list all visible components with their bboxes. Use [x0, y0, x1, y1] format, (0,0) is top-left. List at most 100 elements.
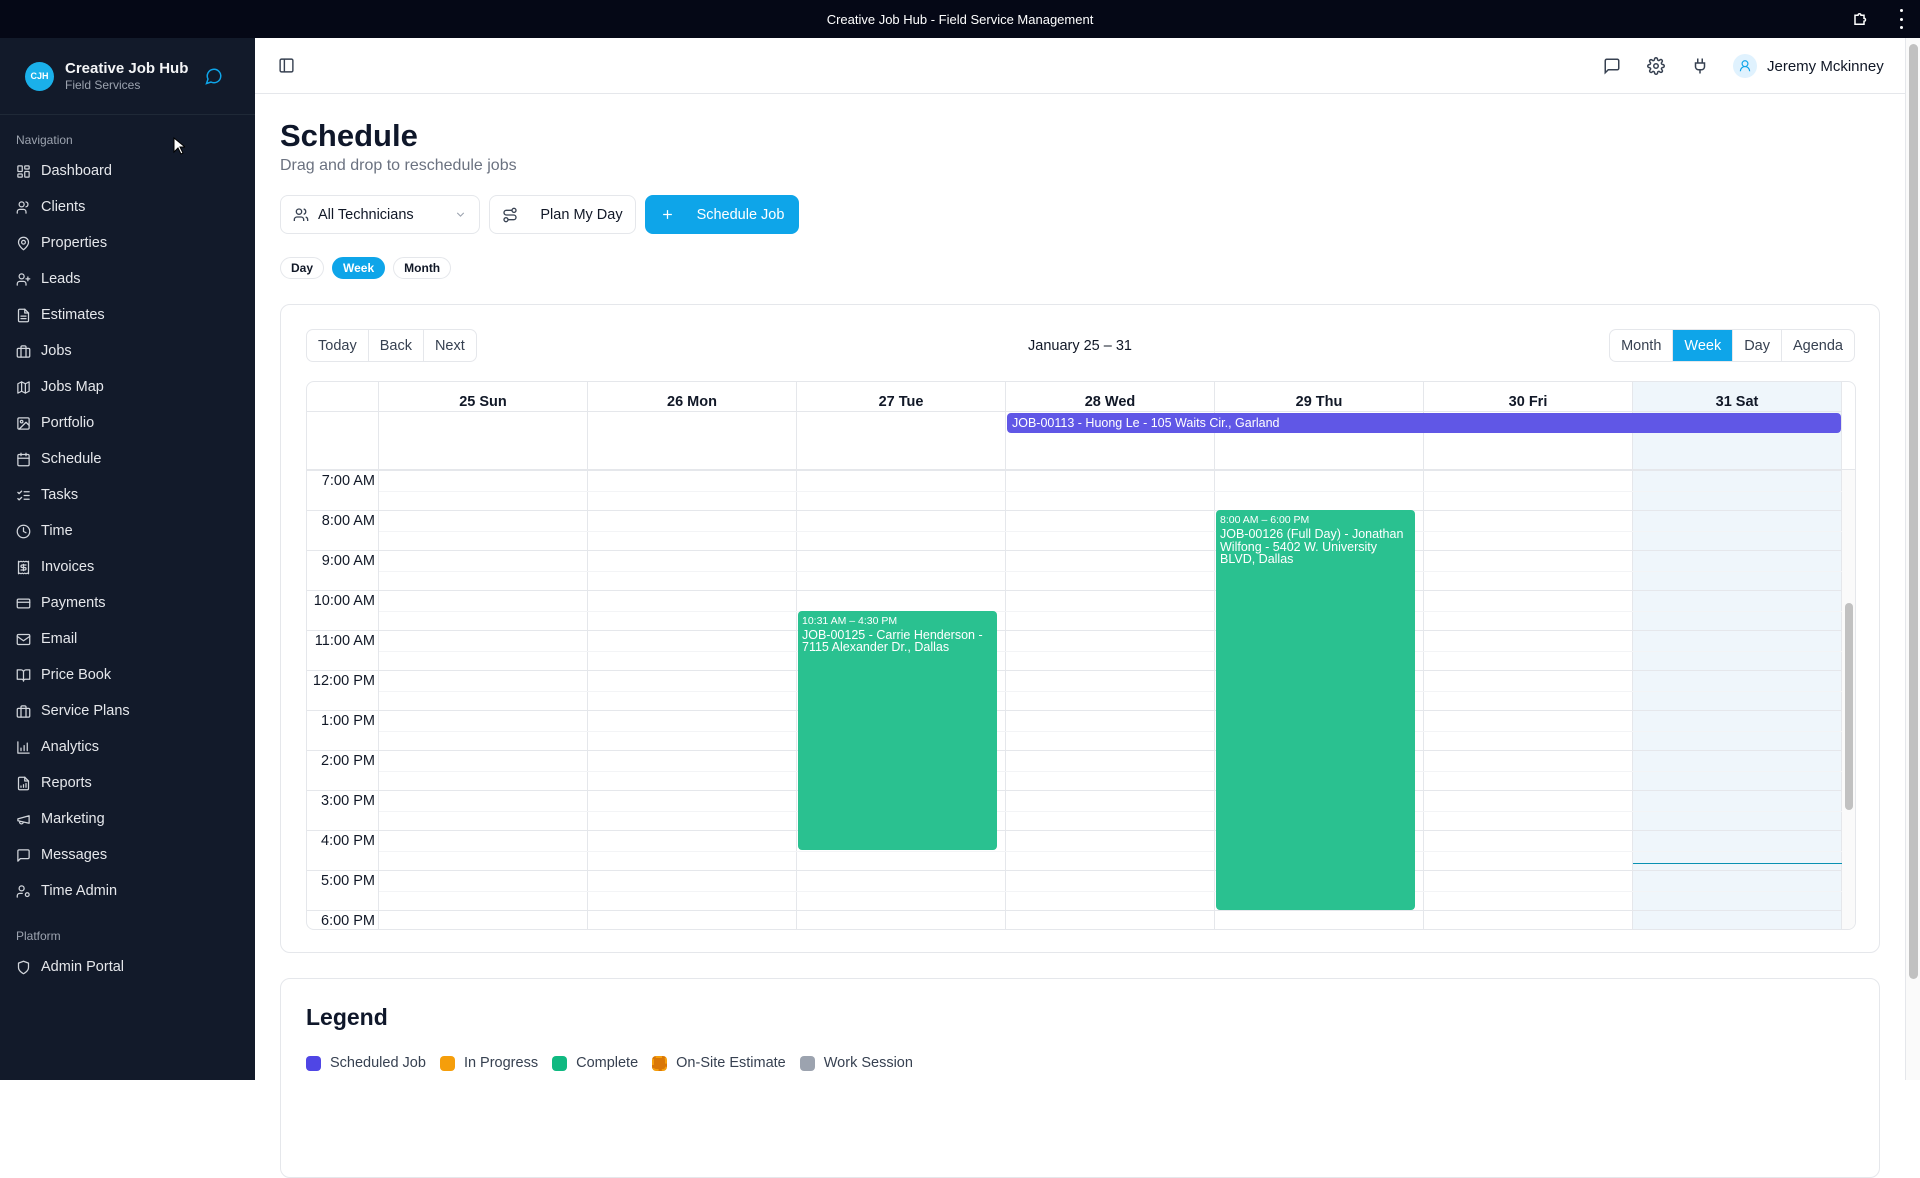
- view-month-button[interactable]: Month: [1610, 330, 1674, 361]
- day-column[interactable]: [1633, 470, 1842, 929]
- today-button[interactable]: Today: [307, 330, 369, 361]
- sidebar-item-clients[interactable]: Clients: [0, 189, 255, 225]
- sidebar-item-leads[interactable]: Leads: [0, 261, 255, 297]
- hour-row: 5:00 PM: [307, 870, 1842, 910]
- sidebar-item-reports[interactable]: Reports: [0, 765, 255, 801]
- all-day-cell[interactable]: [1006, 412, 1215, 469]
- calendar-event[interactable]: 8:00 AM – 6:00 PM JOB-00126 (Full Day) - …: [1216, 510, 1415, 910]
- all-day-cell[interactable]: [379, 412, 588, 469]
- sidebar-item-analytics[interactable]: Analytics: [0, 729, 255, 765]
- sidebar-item-properties[interactable]: Properties: [0, 225, 255, 261]
- hour-row: 8:00 AM: [307, 510, 1842, 550]
- extensions-icon[interactable]: [1852, 10, 1870, 28]
- day-header[interactable]: 28 Wed: [1006, 382, 1215, 412]
- sidebar-item-label: Reports: [41, 775, 92, 791]
- day-column[interactable]: [1424, 470, 1633, 929]
- legend-swatch: [799, 1055, 815, 1071]
- list-checks-icon: [17, 490, 30, 500]
- bar-chart-icon: [17, 740, 30, 754]
- sidebar-item-payments[interactable]: Payments: [0, 585, 255, 621]
- all-day-cell[interactable]: [1424, 412, 1633, 469]
- top-header: Jeremy Mckinney: [255, 38, 1905, 94]
- day-column[interactable]: [1006, 470, 1215, 929]
- user-menu[interactable]: Jeremy Mckinney: [1733, 48, 1884, 84]
- sidebar-item-email[interactable]: Email: [0, 621, 255, 657]
- brand[interactable]: CJH Creative Job Hub Field Services: [0, 38, 255, 115]
- message-square-icon[interactable]: [1603, 57, 1621, 75]
- day-header[interactable]: 27 Tue: [797, 382, 1006, 412]
- legend-label: Scheduled Job: [330, 1055, 426, 1071]
- technician-select[interactable]: All Technicians: [280, 195, 480, 234]
- day-column[interactable]: [588, 470, 797, 929]
- chevron-down-icon: [456, 212, 465, 217]
- day-header[interactable]: 26 Mon: [588, 382, 797, 412]
- sidebar-item-admin-portal[interactable]: Admin Portal: [0, 949, 255, 985]
- sidebar-item-tasks[interactable]: Tasks: [0, 477, 255, 513]
- day-column[interactable]: [797, 470, 1006, 929]
- all-day-cell[interactable]: [588, 412, 797, 469]
- legend-swatch: [306, 1055, 321, 1071]
- calendar-nav: Today Back Next: [306, 329, 477, 362]
- sidebar-item-label: Clients: [41, 199, 86, 215]
- day-header[interactable]: 29 Thu: [1215, 382, 1424, 412]
- day-column[interactable]: [379, 470, 588, 929]
- more-menu-icon[interactable]: [1898, 9, 1904, 29]
- hour-label: 2:00 PM: [321, 753, 375, 769]
- sidebar-item-time-admin[interactable]: Time Admin: [0, 873, 255, 909]
- current-time-indicator: [1633, 863, 1842, 864]
- page-scrollbar[interactable]: [1905, 38, 1920, 1080]
- sidebar-item-label: Time Admin: [41, 883, 118, 899]
- hour-label: 7:00 AM: [321, 473, 375, 489]
- schedule-job-button[interactable]: Schedule Job: [645, 195, 799, 234]
- legend-card: Legend Scheduled Job In Progress Complete O…: [280, 978, 1880, 1178]
- day-header[interactable]: 30 Fri: [1424, 382, 1633, 412]
- mail-icon: [16, 633, 31, 645]
- view-agenda-button[interactable]: Agenda: [1793, 337, 1843, 354]
- pill-month[interactable]: Month: [393, 257, 452, 279]
- all-day-event[interactable]: JOB-00113 - Huong Le - 105 Waits Cir., G…: [1007, 413, 1841, 433]
- user-name: Jeremy Mckinney: [1767, 57, 1884, 75]
- back-button[interactable]: Back: [369, 330, 424, 361]
- sidebar-toggle-icon[interactable]: [278, 57, 295, 74]
- view-day-button[interactable]: Day: [1733, 330, 1782, 361]
- plan-my-day-button[interactable]: Plan My Day: [489, 195, 636, 234]
- day-header[interactable]: 31 Sat: [1633, 382, 1842, 412]
- sidebar-item-jobs[interactable]: Jobs: [0, 333, 255, 369]
- plug-icon[interactable]: [1691, 57, 1709, 75]
- hour-row: 1:00 PM: [307, 710, 1842, 750]
- sidebar-item-dashboard[interactable]: Dashboard: [0, 153, 255, 189]
- calendar-view-switch: Month Week Day Agenda: [1609, 329, 1855, 362]
- sidebar-item-price-book[interactable]: Price Book: [0, 657, 255, 693]
- all-day-cell[interactable]: [1215, 412, 1424, 469]
- sidebar-item-time[interactable]: Time: [0, 513, 255, 549]
- day-header[interactable]: 25 Sun: [379, 382, 588, 412]
- schedule-job-label: Schedule Job: [696, 206, 785, 223]
- time-gutter: [307, 382, 379, 929]
- pill-week[interactable]: Week: [332, 257, 386, 279]
- sidebar-item-label: Invoices: [41, 559, 95, 575]
- sidebar-item-label: Analytics: [41, 739, 100, 755]
- pill-day[interactable]: Day: [280, 257, 325, 279]
- sidebar-item-invoices[interactable]: Invoices: [0, 549, 255, 585]
- chat-bubble-icon[interactable]: [205, 67, 223, 85]
- gear-icon[interactable]: [1647, 57, 1665, 75]
- sidebar-item-messages[interactable]: Messages: [0, 837, 255, 873]
- sidebar-item-marketing[interactable]: Marketing: [0, 801, 255, 837]
- sidebar-item-label: Jobs Map: [41, 379, 104, 395]
- next-button[interactable]: Next: [434, 337, 465, 354]
- hour-row: 2:00 PM: [307, 750, 1842, 790]
- sidebar-item-service-plans[interactable]: Service Plans: [0, 693, 255, 729]
- all-day-cell[interactable]: [797, 412, 1006, 469]
- calendar-scrollbar[interactable]: [1842, 470, 1855, 929]
- megaphone-icon: [17, 814, 30, 824]
- calendar-event[interactable]: 10:31 AM – 4:30 PM JOB-00125 - Carrie Hen…: [798, 610, 997, 850]
- day-column[interactable]: [1215, 470, 1424, 929]
- sidebar-item-jobs-map[interactable]: Jobs Map: [0, 369, 255, 405]
- sidebar-item-label: Dashboard: [41, 163, 112, 179]
- sidebar-item-schedule[interactable]: Schedule: [0, 441, 255, 477]
- user-cog-icon: [16, 884, 30, 898]
- view-week-button[interactable]: Week: [1673, 330, 1734, 361]
- sidebar-item-portfolio[interactable]: Portfolio: [0, 405, 255, 441]
- sidebar-item-label: Email: [41, 631, 78, 647]
- sidebar-item-estimates[interactable]: Estimates: [0, 297, 255, 333]
